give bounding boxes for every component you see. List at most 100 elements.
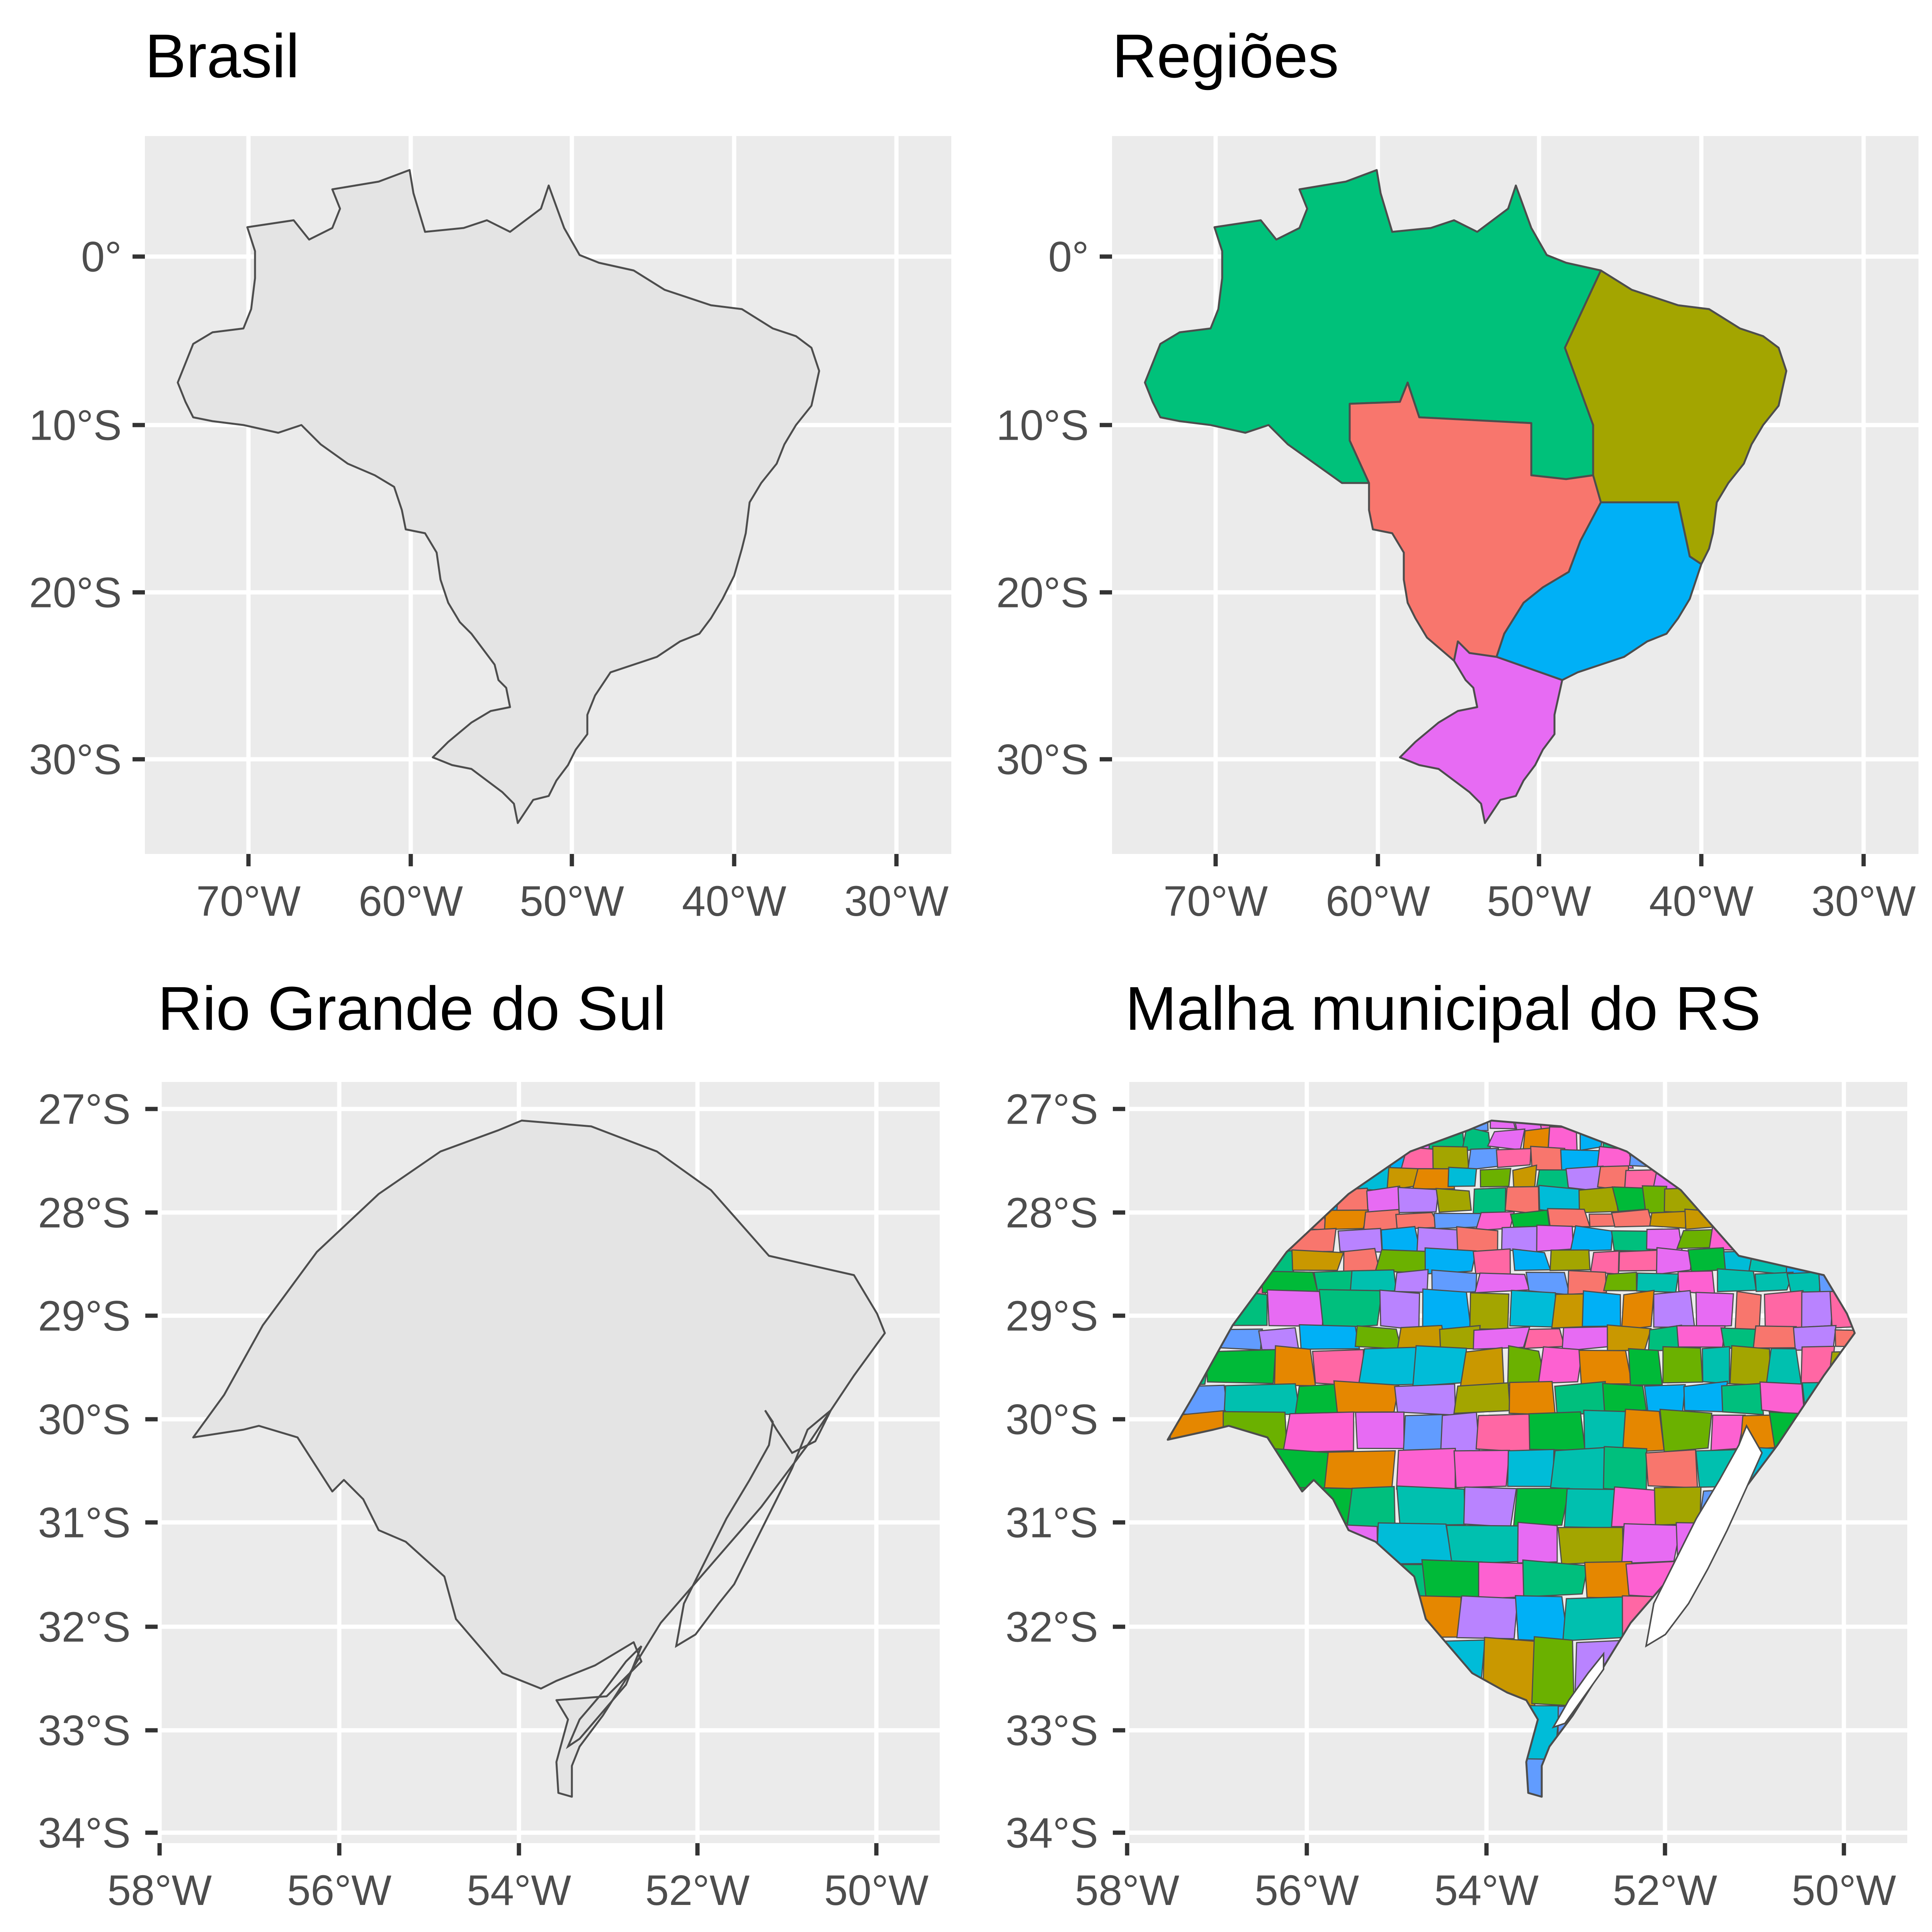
y-axis: 27°S 28°S 29°S 30°S 31°S 32°S 33°S 34°S — [38, 1086, 158, 1857]
municipality-polygon — [1583, 1410, 1628, 1451]
municipality-polygon — [1509, 1381, 1556, 1416]
municipality-polygon — [1456, 1226, 1498, 1254]
municipality-polygon — [1628, 1348, 1663, 1386]
regions-map — [1144, 169, 1787, 824]
x-tick-label: 70°W — [1163, 878, 1268, 925]
municipality-polygon — [1412, 1345, 1467, 1387]
y-tick-label: 32°S — [1005, 1604, 1098, 1651]
y-tick-label: 30°S — [1005, 1396, 1098, 1444]
y-tick-label: 28°S — [1005, 1189, 1098, 1237]
municipality-polygon — [1374, 1249, 1430, 1274]
municipality-polygon — [1424, 1247, 1477, 1275]
municipality-polygon — [1735, 1291, 1762, 1330]
municipality-polygon — [1350, 1269, 1397, 1292]
municipality-polygon — [1695, 1292, 1734, 1328]
municipality-polygon — [1590, 1250, 1620, 1275]
municipality-polygon — [1584, 1561, 1633, 1599]
municipality-polygon — [1512, 1248, 1551, 1271]
x-tick-label: 50°W — [1792, 1867, 1896, 1914]
municipality-polygon — [1473, 1187, 1507, 1214]
municipality-polygon — [1473, 1326, 1531, 1350]
municipality-polygon — [1582, 1290, 1621, 1327]
municipality-polygon — [1474, 1272, 1530, 1294]
municipality-polygon — [1567, 1270, 1607, 1295]
municipality-polygon — [1459, 1347, 1505, 1387]
municipality-polygon — [1603, 1446, 1648, 1492]
lagoa-dos-patos-shore — [675, 1410, 832, 1648]
x-tick-label: 70°W — [196, 878, 301, 925]
x-tick-label: 56°W — [1255, 1867, 1359, 1914]
municipality-polygon — [1416, 1227, 1461, 1253]
municipality-polygon — [1355, 1411, 1405, 1449]
municipality-polygon — [1602, 1383, 1647, 1413]
x-tick-label: 40°W — [682, 878, 786, 925]
municipality-polygon — [1656, 1247, 1693, 1275]
municipality-polygon — [1729, 1345, 1772, 1386]
x-tick-label: 54°W — [467, 1867, 571, 1914]
y-tick-label: 33°S — [38, 1707, 131, 1755]
municipality-polygon — [1676, 1229, 1714, 1249]
municipality-polygon — [1396, 1485, 1466, 1526]
municipality-polygon — [1547, 1208, 1591, 1228]
municipality-polygon — [1346, 1486, 1396, 1529]
x-tick-label: 54°W — [1434, 1867, 1539, 1914]
municipality-polygon — [1299, 1324, 1361, 1350]
x-tick-label: 52°W — [1613, 1867, 1717, 1914]
municipality-polygon — [1324, 1209, 1369, 1230]
municipality-polygon — [1611, 1486, 1661, 1528]
municipality-polygon — [1422, 1288, 1472, 1331]
municipality-polygon — [1354, 1325, 1402, 1350]
y-axis: 27°S 28°S 29°S 30°S 31°S 32°S 33°S 34°S — [1005, 1086, 1125, 1857]
municipality-polygon — [1570, 1225, 1613, 1252]
municipality-polygon — [1764, 1290, 1804, 1330]
municipality-polygon — [1513, 1488, 1570, 1527]
y-axis: 0° 10°S 20°S 30°S — [996, 233, 1112, 784]
municipality-polygon — [1337, 1228, 1383, 1253]
municipality-polygon — [1478, 1561, 1526, 1599]
x-axis: 58°W 56°W 54°W 52°W 50°W — [1075, 1843, 1896, 1914]
municipality-polygon — [1646, 1228, 1683, 1252]
x-tick-label: 50°W — [1487, 878, 1591, 925]
municipality-polygon — [1659, 1408, 1713, 1452]
municipality-polygon — [1447, 1167, 1477, 1187]
municipality-polygon — [1509, 1289, 1557, 1328]
municipality-polygon — [1333, 1380, 1400, 1413]
brazil-map — [177, 169, 820, 824]
y-tick-label: 30°S — [38, 1396, 131, 1444]
municipality-polygon — [1649, 1211, 1687, 1229]
y-tick-label: 10°S — [996, 402, 1089, 449]
municipality-polygon — [1432, 1145, 1469, 1170]
panel-rio-grande-do-sul: Rio Grande do Sul — [38, 974, 940, 1914]
municipality-polygon — [1621, 1289, 1655, 1331]
x-axis: 70°W 60°W 50°W 40°W 30°W — [1163, 854, 1916, 925]
municipality-polygon — [1578, 1186, 1619, 1214]
municipality-polygon — [1549, 1249, 1591, 1271]
panel-title: Malha municipal do RS — [1125, 974, 1761, 1043]
rs-outline — [192, 1119, 886, 1798]
y-tick-label: 27°S — [38, 1086, 131, 1133]
y-tick-label: 29°S — [38, 1293, 131, 1340]
municipality-polygon — [1433, 1213, 1484, 1230]
y-tick-label: 30°S — [996, 736, 1089, 784]
municipality-polygon — [1394, 1383, 1456, 1416]
municipality-polygon — [1721, 1383, 1764, 1415]
x-tick-label: 56°W — [287, 1867, 391, 1914]
x-tick-label: 50°W — [824, 1867, 929, 1914]
municipality-polygon — [1517, 1522, 1558, 1564]
municipality-polygon — [1561, 1326, 1610, 1352]
municipality-polygon — [1676, 1325, 1726, 1348]
municipality-polygon — [1456, 1595, 1519, 1639]
municipality-polygon — [1403, 1414, 1444, 1452]
municipality-polygon — [1636, 1272, 1679, 1293]
x-tick-label: 40°W — [1649, 878, 1753, 925]
municipality-polygon — [1473, 1248, 1511, 1275]
y-tick-label: 33°S — [1005, 1707, 1098, 1755]
y-tick-label: 20°S — [29, 569, 122, 617]
panel-brasil: Brasil 0° 10°S 20°S 30°S — [29, 21, 951, 925]
municipality-polygon — [1537, 1346, 1583, 1384]
x-axis: 58°W 56°W 54°W 52°W 50°W — [107, 1843, 929, 1914]
municipality-polygon — [1379, 1289, 1420, 1331]
x-axis: 70°W 60°W 50°W 40°W 30°W — [196, 854, 949, 925]
y-tick-label: 34°S — [1005, 1810, 1098, 1857]
municipality-polygon — [1504, 1186, 1540, 1215]
